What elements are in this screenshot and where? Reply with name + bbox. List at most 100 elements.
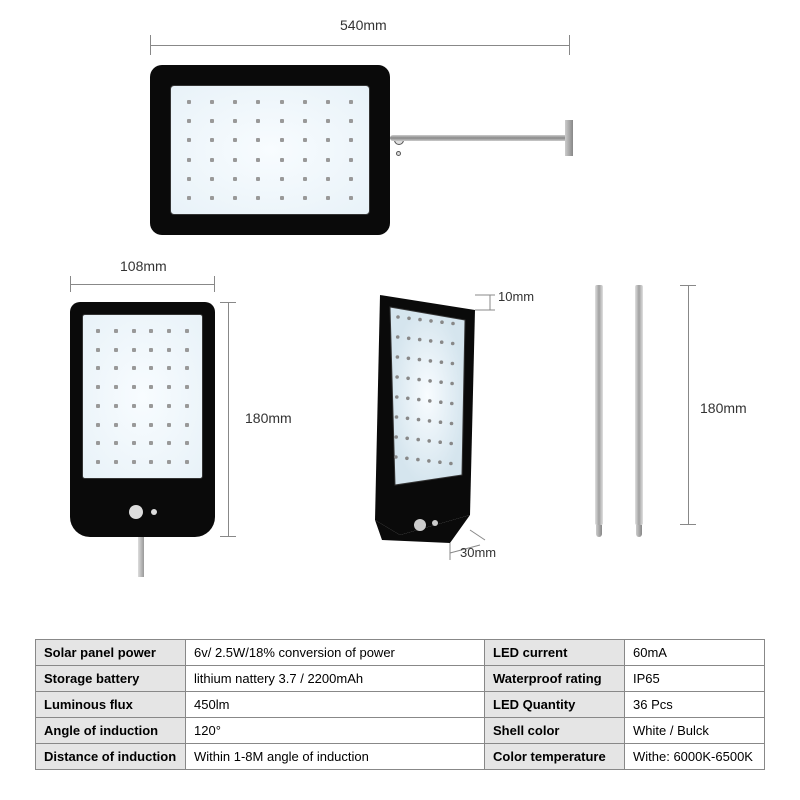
led-dot	[210, 100, 214, 104]
pole-2	[635, 285, 643, 525]
led-dot	[187, 158, 191, 162]
led-dot	[132, 348, 136, 352]
led-dot	[96, 329, 100, 333]
led-dot	[96, 348, 100, 352]
spec-value: 120°	[186, 718, 485, 744]
led-dot	[187, 138, 191, 142]
led-dot	[114, 348, 118, 352]
led-dot	[349, 196, 353, 200]
led-dot	[114, 404, 118, 408]
led-dot	[96, 366, 100, 370]
led-dot	[132, 366, 136, 370]
total-width-label: 540mm	[340, 17, 387, 33]
product-top-view	[150, 65, 390, 235]
led-dot	[349, 158, 353, 162]
led-panel-front	[82, 314, 203, 479]
front-pole-stub	[138, 537, 144, 577]
pole-length-label: 180mm	[700, 400, 747, 416]
led-dot	[185, 348, 189, 352]
led-dot	[149, 423, 153, 427]
led-dot	[233, 196, 237, 200]
thickness-bottom-label: 30mm	[460, 545, 496, 560]
led-panel-top	[170, 85, 370, 215]
led-dot	[280, 100, 284, 104]
led-dot	[256, 196, 260, 200]
led-dot	[167, 441, 171, 445]
led-dot	[256, 158, 260, 162]
led-dot	[185, 460, 189, 464]
led-dot	[185, 404, 189, 408]
spec-label: LED Quantity	[485, 692, 625, 718]
led-dot	[187, 119, 191, 123]
led-dot	[96, 423, 100, 427]
led-dot	[167, 385, 171, 389]
thickness-top-label: 10mm	[498, 289, 534, 304]
led-dot	[280, 177, 284, 181]
led-dot	[149, 366, 153, 370]
spec-label: Distance of induction	[36, 744, 186, 770]
spec-label: LED current	[485, 640, 625, 666]
led-dot	[185, 366, 189, 370]
spec-value: Withe: 6000K-6500K	[625, 744, 765, 770]
led-dot	[167, 366, 171, 370]
led-dot	[349, 177, 353, 181]
led-dot	[233, 100, 237, 104]
led-dot	[187, 177, 191, 181]
led-dot	[132, 404, 136, 408]
product-body-front	[70, 302, 215, 537]
led-dot	[149, 348, 153, 352]
led-dot	[210, 177, 214, 181]
led-dot	[233, 177, 237, 181]
spec-label: Solar panel power	[36, 640, 186, 666]
led-dot	[303, 119, 307, 123]
led-dot	[114, 385, 118, 389]
spec-value: lithium nattery 3.7 / 2200mAh	[186, 666, 485, 692]
led-dot	[280, 158, 284, 162]
led-dot	[326, 119, 330, 123]
led-dot	[114, 423, 118, 427]
mounting-arm	[390, 135, 570, 141]
table-row: Angle of induction120°Shell colorWhite /…	[36, 718, 765, 744]
led-dot	[210, 158, 214, 162]
led-dot	[96, 460, 100, 464]
led-dot	[326, 138, 330, 142]
led-dot	[256, 100, 260, 104]
led-dot	[114, 329, 118, 333]
spec-label: Color temperature	[485, 744, 625, 770]
led-dot	[303, 138, 307, 142]
led-dot	[149, 329, 153, 333]
spec-value: 60mA	[625, 640, 765, 666]
table-row: Storage batterylithium nattery 3.7 / 220…	[36, 666, 765, 692]
led-dot	[167, 423, 171, 427]
table-row: Distance of inductionWithin 1-8M angle o…	[36, 744, 765, 770]
led-dot	[280, 119, 284, 123]
led-dot	[326, 196, 330, 200]
specifications-table: Solar panel power6v/ 2.5W/18% conversion…	[35, 639, 765, 770]
led-dot	[132, 460, 136, 464]
led-dot	[256, 138, 260, 142]
front-height-dimension	[220, 302, 236, 537]
spec-label: Angle of induction	[36, 718, 186, 744]
led-dot	[326, 177, 330, 181]
led-dot	[167, 348, 171, 352]
led-dot	[233, 158, 237, 162]
led-dot	[185, 329, 189, 333]
spec-value: 450lm	[186, 692, 485, 718]
table-row: Luminous flux450lmLED Quantity36 Pcs	[36, 692, 765, 718]
led-dot	[349, 100, 353, 104]
led-dot	[187, 196, 191, 200]
led-dot	[132, 385, 136, 389]
led-dot	[280, 138, 284, 142]
pole-1	[595, 285, 603, 525]
middle-views-section: 108mm 180mm	[0, 260, 800, 570]
unit-height-label: 180mm	[245, 410, 292, 426]
led-dot	[185, 423, 189, 427]
spec-value: White / Bulck	[625, 718, 765, 744]
front-sensors	[70, 505, 215, 519]
led-dot	[96, 404, 100, 408]
led-dot	[149, 460, 153, 464]
led-dot	[303, 196, 307, 200]
top-width-dimension	[150, 35, 570, 55]
led-dot	[349, 138, 353, 142]
led-dot	[132, 423, 136, 427]
